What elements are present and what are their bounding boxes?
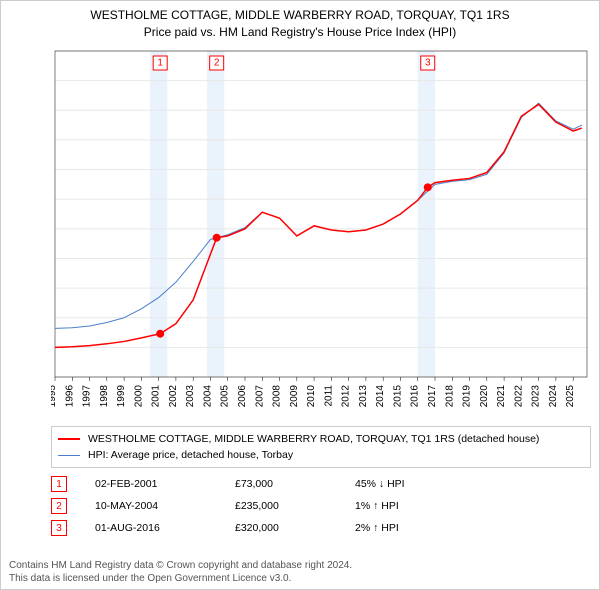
plot-border — [55, 51, 587, 377]
sales-row: 2 10-MAY-2004£235,0001% ↑ HPI — [51, 495, 591, 517]
shaded-band — [418, 51, 435, 377]
x-tick-label: 2020 — [479, 385, 490, 408]
sales-price: £73,000 — [235, 478, 355, 490]
sales-marker-number: 1 — [51, 476, 67, 492]
legend-swatch — [58, 438, 80, 440]
x-tick-label: 2004 — [202, 385, 213, 408]
sales-marker-number: 3 — [51, 520, 67, 536]
title-line-1: WESTHOLME COTTAGE, MIDDLE WARBERRY ROAD,… — [1, 7, 599, 24]
sales-date: 10-MAY-2004 — [95, 500, 235, 512]
chart-container: WESTHOLME COTTAGE, MIDDLE WARBERRY ROAD,… — [0, 0, 600, 590]
x-tick-label: 2013 — [358, 385, 369, 408]
legend: WESTHOLME COTTAGE, MIDDLE WARBERRY ROAD,… — [51, 426, 591, 468]
x-tick-label: 2025 — [565, 385, 576, 408]
chart-plot-area: £0£50K£100K£150K£200K£250K£300K£350K£400… — [51, 47, 591, 417]
x-tick-label: 1998 — [99, 385, 110, 408]
sales-row: 1 02-FEB-2001£73,00045% ↓ HPI — [51, 473, 591, 495]
sales-pct-vs-hpi: 2% ↑ HPI — [355, 522, 495, 534]
chart-svg: £0£50K£100K£150K£200K£250K£300K£350K£400… — [51, 47, 591, 417]
sale-marker-number: 2 — [214, 58, 220, 69]
legend-item: WESTHOLME COTTAGE, MIDDLE WARBERRY ROAD,… — [58, 431, 584, 447]
x-tick-label: 2014 — [375, 385, 386, 408]
shaded-band — [150, 51, 167, 377]
x-tick-label: 2016 — [410, 385, 421, 408]
x-tick-label: 2008 — [272, 385, 283, 408]
sale-marker-dot — [213, 234, 221, 242]
x-tick-label: 2015 — [392, 385, 403, 408]
footer-line-2: This data is licensed under the Open Gov… — [9, 572, 352, 585]
x-tick-label: 2018 — [444, 385, 455, 408]
x-tick-label: 2012 — [341, 385, 352, 408]
legend-item: HPI: Average price, detached house, Torb… — [58, 447, 584, 463]
x-tick-label: 2005 — [220, 385, 231, 408]
legend-swatch — [58, 455, 80, 456]
sales-date: 02-FEB-2001 — [95, 478, 235, 490]
sales-table: 1 02-FEB-2001£73,00045% ↓ HPI 2 10-MAY-2004… — [51, 473, 591, 539]
sales-pct-vs-hpi: 45% ↓ HPI — [355, 478, 495, 490]
footer-line-1: Contains HM Land Registry data © Crown c… — [9, 559, 352, 572]
chart-title: WESTHOLME COTTAGE, MIDDLE WARBERRY ROAD,… — [1, 1, 599, 41]
footer-text: Contains HM Land Registry data © Crown c… — [9, 559, 352, 585]
x-tick-label: 2017 — [427, 385, 438, 408]
sale-marker-dot — [424, 183, 432, 191]
title-line-2: Price paid vs. HM Land Registry's House … — [1, 24, 599, 41]
shaded-band — [207, 51, 224, 377]
x-tick-label: 2000 — [133, 385, 144, 408]
x-tick-label: 2001 — [151, 385, 162, 408]
x-tick-label: 2003 — [185, 385, 196, 408]
sale-marker-dot — [156, 330, 164, 338]
x-tick-label: 2011 — [323, 385, 334, 407]
sales-price: £320,000 — [235, 522, 355, 534]
x-tick-label: 2022 — [513, 385, 524, 408]
sales-date: 01-AUG-2016 — [95, 522, 235, 534]
x-tick-label: 2024 — [548, 385, 559, 408]
x-tick-label: 2010 — [306, 385, 317, 408]
sales-marker-number: 2 — [51, 498, 67, 514]
x-tick-label: 2023 — [531, 385, 542, 408]
sales-row: 3 01-AUG-2016£320,0002% ↑ HPI — [51, 517, 591, 539]
legend-label: WESTHOLME COTTAGE, MIDDLE WARBERRY ROAD,… — [88, 433, 539, 445]
x-tick-label: 2007 — [254, 385, 265, 408]
x-tick-label: 1995 — [51, 385, 58, 408]
sales-pct-vs-hpi: 1% ↑ HPI — [355, 500, 495, 512]
x-tick-label: 2006 — [237, 385, 248, 408]
sales-price: £235,000 — [235, 500, 355, 512]
x-tick-label: 2002 — [168, 385, 179, 408]
sale-marker-number: 1 — [157, 58, 163, 69]
x-tick-label: 1996 — [64, 385, 75, 408]
series-property — [55, 104, 582, 347]
x-tick-label: 2021 — [496, 385, 507, 408]
legend-label: HPI: Average price, detached house, Torb… — [88, 449, 293, 461]
x-tick-label: 1997 — [82, 385, 93, 408]
sale-marker-number: 3 — [425, 58, 431, 69]
x-tick-label: 1999 — [116, 385, 127, 408]
series-hpi — [55, 103, 582, 328]
x-tick-label: 2009 — [289, 385, 300, 408]
x-tick-label: 2019 — [462, 385, 473, 408]
